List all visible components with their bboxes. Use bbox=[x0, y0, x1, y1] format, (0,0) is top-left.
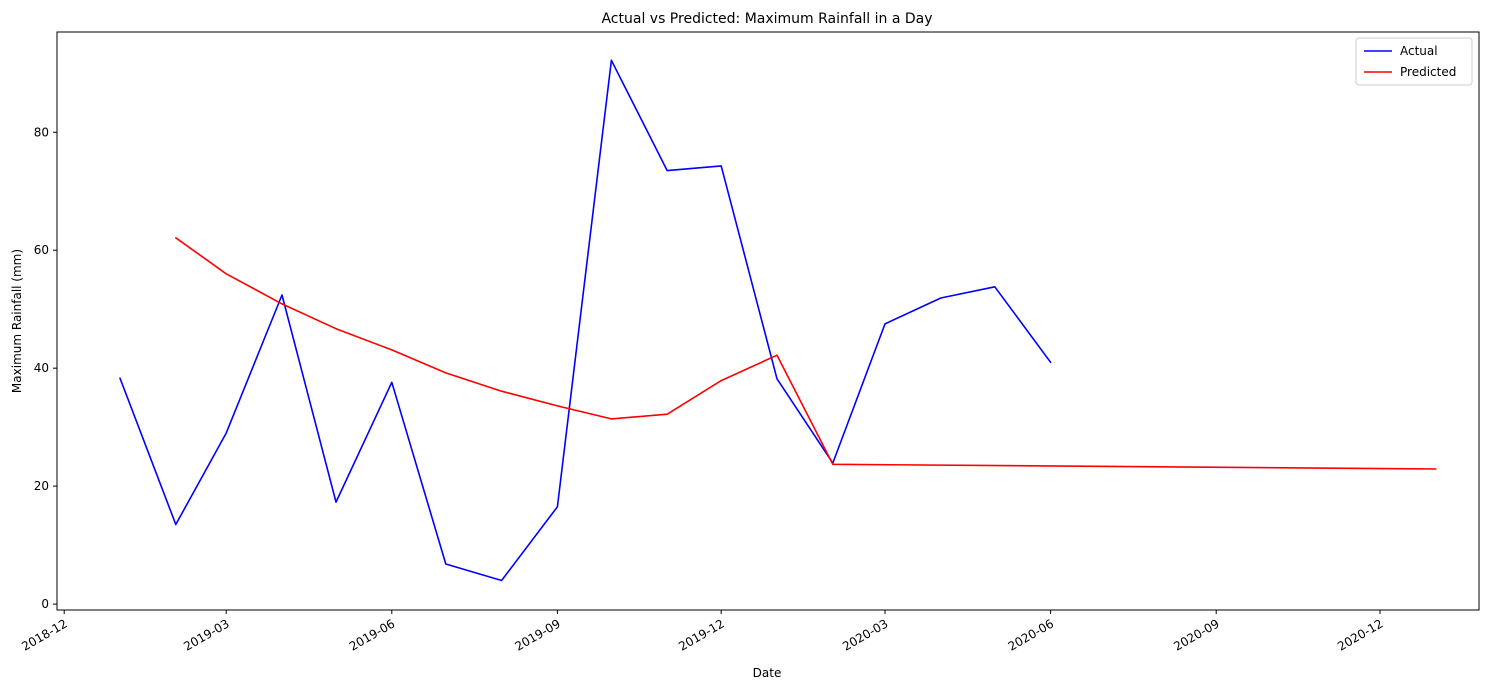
x-axis: 2018-12 2019-03 2019-06 2019-09 2019-12 2020-… bbox=[19, 610, 1386, 654]
legend-label-predicted: Predicted bbox=[1400, 65, 1456, 79]
x-axis-label: Date bbox=[753, 666, 782, 680]
legend-frame bbox=[1355, 37, 1473, 86]
series-line-actual bbox=[119, 59, 1052, 582]
series-layer bbox=[119, 59, 1437, 582]
x-tick-label: 2019-06 bbox=[347, 616, 397, 653]
x-tick-label: 2020-09 bbox=[1171, 616, 1221, 653]
legend-label-actual: Actual bbox=[1400, 44, 1438, 58]
plot-area bbox=[56, 31, 1480, 611]
chart-title: Actual vs Predicted: Maximum Rainfall in… bbox=[601, 11, 932, 27]
y-axis-label: Maximum Rainfall (mm) bbox=[10, 249, 24, 393]
x-tick-label: 2019-09 bbox=[512, 616, 562, 653]
y-axis: 0 20 40 60 80 bbox=[34, 125, 57, 611]
x-tick-label: 2019-03 bbox=[181, 616, 231, 653]
x-tick-label: 2019-12 bbox=[676, 616, 726, 653]
legend: Actual Predicted bbox=[1355, 37, 1473, 86]
y-tick-label: 0 bbox=[41, 597, 49, 611]
x-tick-label: 2020-06 bbox=[1006, 616, 1056, 653]
y-tick-label: 40 bbox=[34, 361, 49, 375]
x-tick-label: 2020-12 bbox=[1335, 616, 1385, 653]
y-tick-label: 20 bbox=[34, 479, 49, 493]
x-tick-label: 2020-03 bbox=[840, 616, 890, 653]
x-tick-label: 2018-12 bbox=[19, 616, 69, 653]
y-tick-label: 60 bbox=[34, 243, 49, 257]
y-tick-label: 80 bbox=[34, 125, 49, 139]
series-line-predicted bbox=[175, 237, 1437, 470]
